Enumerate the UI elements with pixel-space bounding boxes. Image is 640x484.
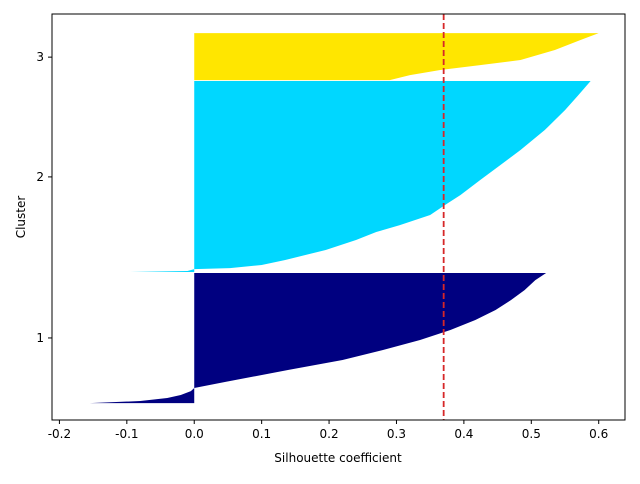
x-tick-label: 0.3: [387, 427, 406, 441]
silhouette-area: [89, 272, 547, 404]
y-tick-label: 3: [36, 50, 44, 64]
x-tick-label: 0.1: [252, 427, 271, 441]
x-axis-label: Silhouette coefficient: [274, 451, 402, 465]
x-tick-label: -0.2: [48, 427, 71, 441]
x-tick-label: 0.0: [185, 427, 204, 441]
plot-frame: [51, 13, 626, 421]
y-tick-label: 1: [36, 331, 44, 345]
silhouette-area: [130, 80, 591, 272]
x-tick-label: -0.1: [115, 427, 138, 441]
y-tick-label: 2: [36, 170, 44, 184]
silhouette-area: [194, 33, 599, 81]
x-tick-label: 0.5: [522, 427, 541, 441]
x-tick-label: 0.4: [454, 427, 473, 441]
y-axis-label: Cluster: [14, 196, 28, 239]
x-tick-label: 0.6: [589, 427, 608, 441]
x-tick-label: 0.2: [320, 427, 339, 441]
